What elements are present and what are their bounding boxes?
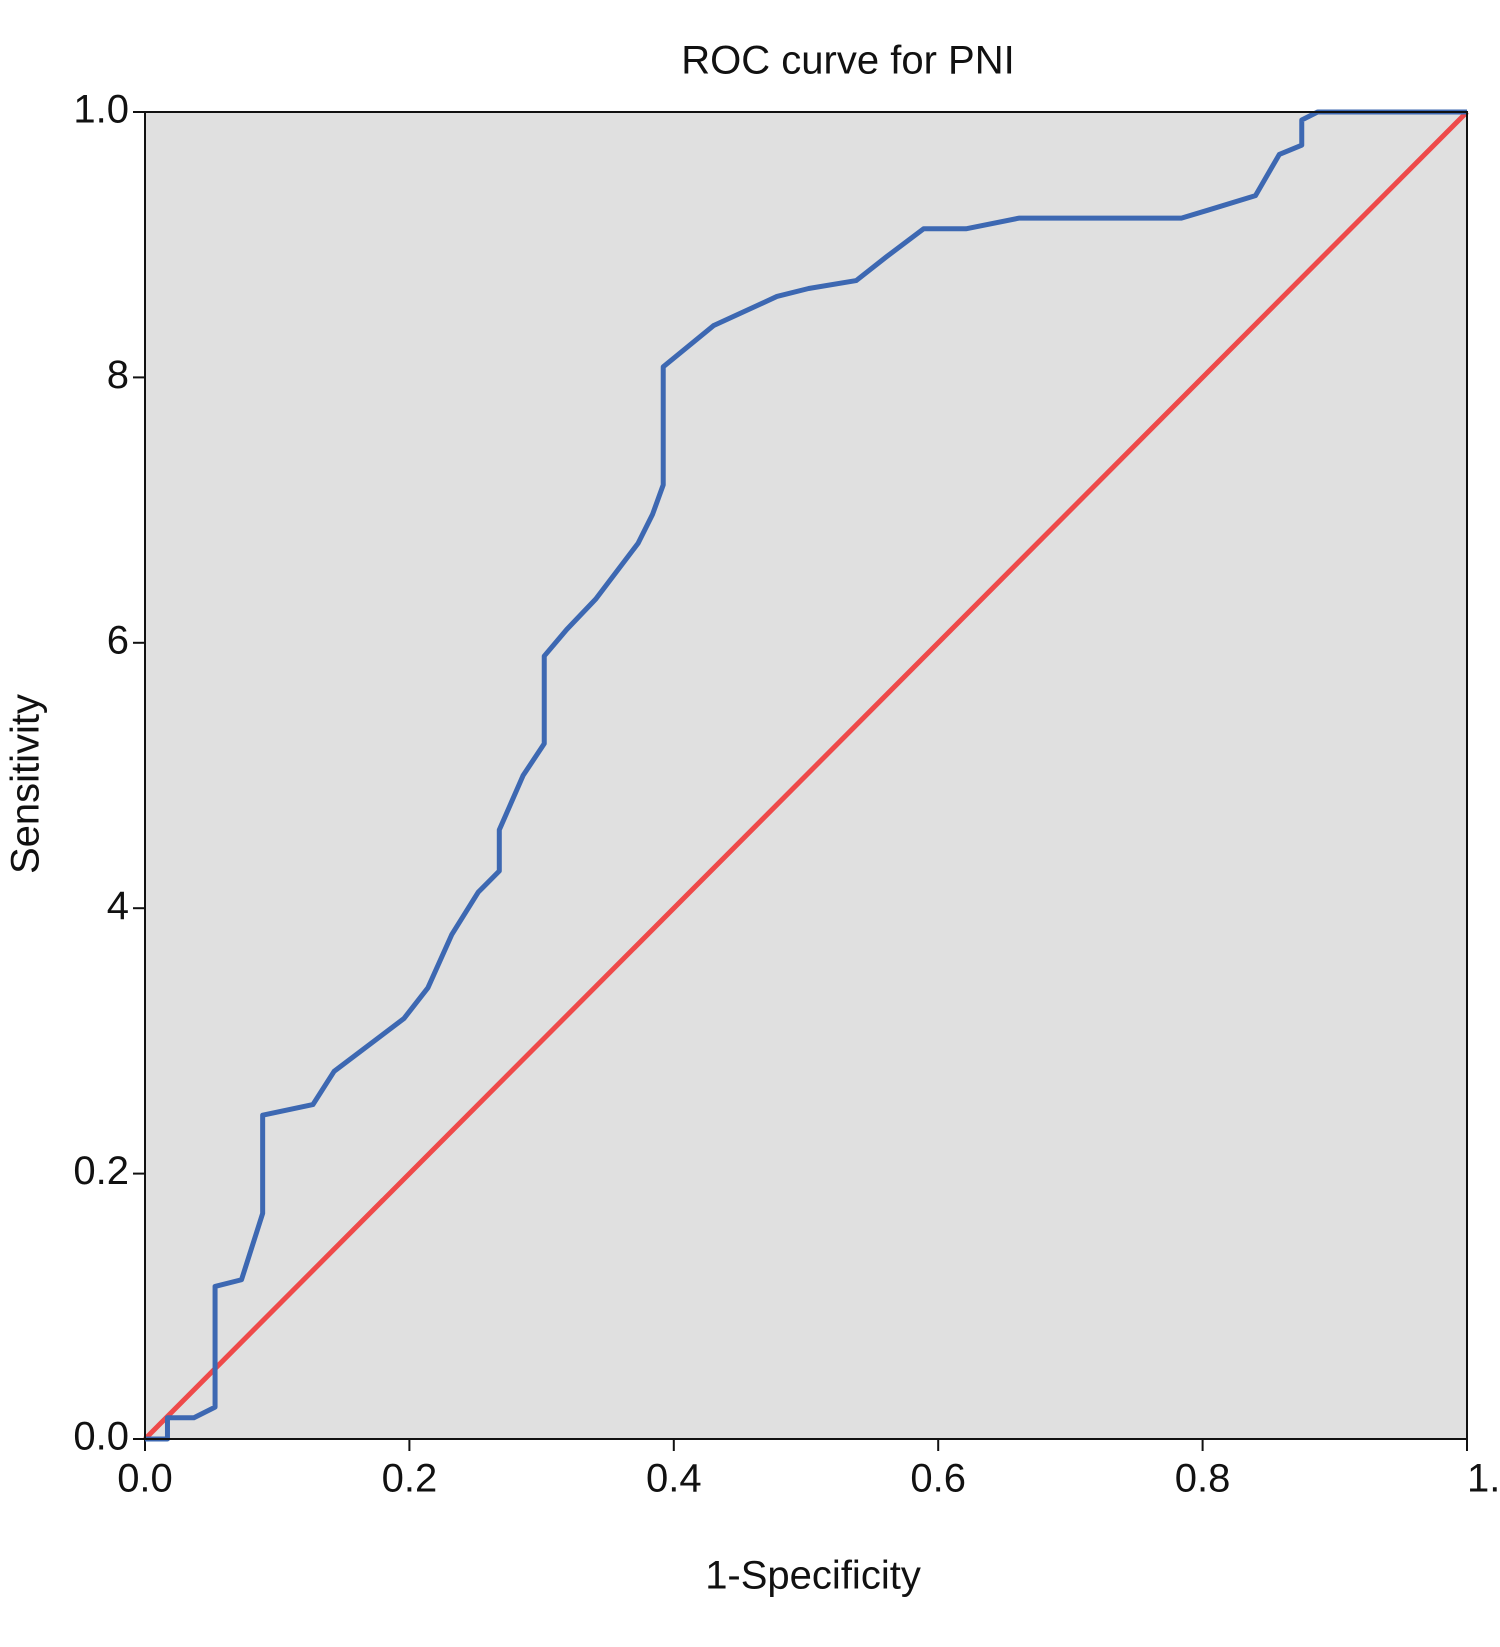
plot-frame bbox=[144, 111, 1468, 1440]
y-tick-label: 0.0 bbox=[73, 1415, 129, 1459]
x-axis-label: 1-Specificity bbox=[705, 1554, 921, 1598]
y-tick-label: 0.2 bbox=[73, 1149, 129, 1193]
x-tick-label: 0.2 bbox=[382, 1457, 438, 1501]
x-tick-label: 0.8 bbox=[1175, 1457, 1231, 1501]
chart-title: ROC curve for PNI bbox=[681, 39, 1014, 83]
x-tick-label: 0.4 bbox=[646, 1457, 702, 1501]
line bbox=[145, 109, 1467, 1442]
y-axis-label: Sensitivity bbox=[4, 694, 48, 874]
x-tick-label: 1.0 bbox=[1467, 1457, 1500, 1501]
y-tick-label: 6 bbox=[107, 618, 129, 662]
x-tick-label: 0.0 bbox=[117, 1457, 173, 1501]
y-tick-label: 4 bbox=[107, 884, 129, 928]
y-tick-label: 8 bbox=[107, 353, 129, 397]
y-tick-label: 1.0 bbox=[73, 88, 129, 132]
x-tick-label: 0.6 bbox=[910, 1457, 966, 1501]
line bbox=[143, 110, 1469, 1441]
